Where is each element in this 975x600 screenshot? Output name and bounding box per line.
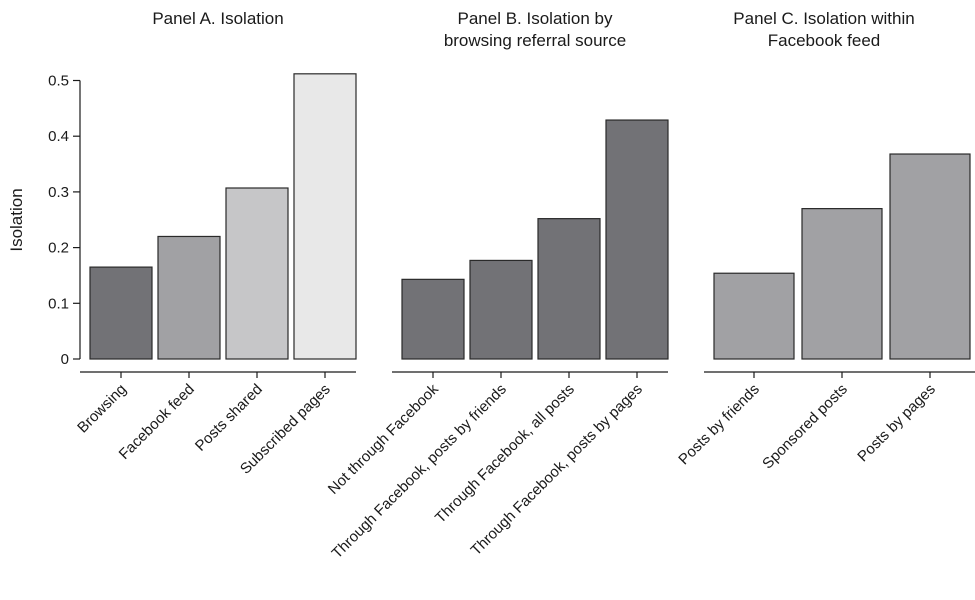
- panel-a-bar-1: [89, 266, 153, 360]
- panel-c-x-tick-label-1: Posts by friends: [675, 381, 762, 468]
- y-tick-label-3: 0.2: [48, 240, 69, 257]
- y-tick-label-5: 0.4: [48, 128, 69, 145]
- y-axis-label: Isolation: [7, 188, 26, 251]
- panel-a-x-tick-label-1: Browsing: [74, 381, 130, 437]
- panel-c-x-tick-label-3: Posts by pages: [854, 381, 939, 466]
- panel-b-bar-1: [401, 278, 465, 360]
- panel-c-bar-3: [889, 153, 971, 360]
- y-tick-label-1: 0: [61, 351, 69, 368]
- panel-c-bar-1: [713, 272, 795, 360]
- y-tick-label-6: 0.5: [48, 73, 69, 90]
- panel-b-x-tick-label-3: Through Facebook, all posts: [432, 381, 578, 527]
- panel-b-title-line-1: Panel B. Isolation by: [458, 9, 613, 28]
- panel-c-bar-2: [801, 208, 883, 360]
- panel-a-bar-4: [293, 73, 357, 360]
- panel-c-title-line-1: Panel C. Isolation within: [733, 9, 914, 28]
- panel-a-bar-2: [157, 235, 221, 360]
- panel-b-bar-2: [469, 259, 533, 360]
- y-tick-label-2: 0.1: [48, 295, 69, 312]
- y-tick-label-4: 0.3: [48, 184, 69, 201]
- panel-a-x-tick-label-3: Posts shared: [192, 381, 266, 455]
- panel-c-x-tick-label-2: Sponsored posts: [759, 381, 851, 473]
- panel-a-title-line-1: Panel A. Isolation: [152, 9, 283, 28]
- panel-b-bar-3: [537, 218, 601, 360]
- panel-b-x-tick-label-1: Not through Facebook: [325, 380, 442, 497]
- panel-b-title-line-2: browsing referral source: [444, 31, 626, 50]
- panel-c-title-line-2: Facebook feed: [768, 31, 880, 50]
- panel-a-bar-3: [225, 187, 289, 360]
- panel-b-bar-4: [605, 119, 669, 360]
